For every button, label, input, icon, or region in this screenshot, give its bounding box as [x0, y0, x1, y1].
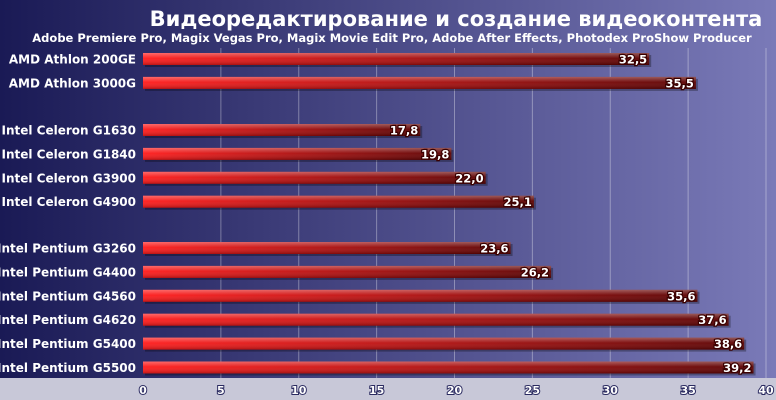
category-label: Intel Celeron G3900 — [1, 171, 136, 185]
bar-highlight — [143, 76, 696, 89]
bar-highlight — [143, 171, 486, 184]
bar-highlight — [143, 124, 421, 136]
bar-highlight — [143, 147, 452, 160]
category-label: Intel Pentium G5400 — [0, 337, 136, 351]
x-tick-label: 35 — [680, 384, 695, 397]
value-label: 22,0 — [455, 171, 483, 185]
category-label: Intel Celeron G1630 — [1, 124, 136, 138]
x-tick-label: 20 — [447, 384, 463, 397]
value-label: 39,2 — [723, 361, 751, 375]
x-tick-label: 15 — [369, 384, 384, 397]
x-tick-label: 0 — [139, 384, 147, 397]
bar-highlight — [143, 195, 534, 208]
x-tick-label: 10 — [291, 384, 307, 397]
bars — [143, 53, 756, 376]
value-label: 32,5 — [619, 53, 647, 67]
value-labels: 32,5 35,5 17,819,8 22,0 25,1 23,6 26,2 35,637,6… — [389, 51, 753, 376]
x-tick-label: 40 — [758, 384, 774, 397]
value-label: 26,2 — [521, 265, 549, 279]
category-label: Intel Pentium G5500 — [0, 361, 136, 375]
value-label: 35,5 — [666, 76, 694, 90]
bar-highlight — [143, 337, 745, 350]
x-tick-label: 5 — [217, 384, 225, 397]
x-tick-label: 30 — [603, 384, 619, 397]
bar-highlight — [143, 242, 511, 254]
category-label: Intel Pentium G3260 — [0, 242, 136, 256]
category-label: AMD Athlon 200GE — [9, 53, 136, 67]
bar-highlight — [143, 53, 650, 65]
value-label: 35,6 — [667, 289, 695, 303]
category-label: Intel Celeron G4900 — [1, 195, 136, 209]
category-label: Intel Celeron G1840 — [1, 147, 136, 161]
chart-subtitle: Adobe Premiere Pro, Magix Vegas Pro, Mag… — [32, 31, 752, 45]
x-axis-band — [0, 378, 776, 400]
value-label: 19,8 — [421, 147, 449, 161]
value-label: 23,6 — [480, 242, 508, 256]
value-label: 38,6 — [714, 337, 742, 351]
bar-highlight — [143, 289, 698, 302]
value-label: 17,8 — [390, 124, 418, 138]
category-label: Intel Pentium G4400 — [0, 265, 136, 279]
category-labels: AMD Athlon 200GE AMD Athlon 3000G Intel Ce… — [0, 53, 136, 376]
category-label: Intel Pentium G4560 — [0, 289, 136, 303]
bar-highlight — [143, 265, 552, 278]
value-label: 37,6 — [698, 313, 726, 327]
category-label: AMD Athlon 3000G — [9, 76, 136, 90]
value-label: 25,1 — [504, 195, 532, 209]
bar-highlight — [143, 313, 729, 326]
bar-highlight — [143, 361, 754, 374]
x-tick-label: 25 — [525, 384, 540, 397]
chart-title: Видеоредактирование и создание видеоконт… — [150, 7, 763, 31]
x-axis-ticks: 0 5 10 15 20 25 30 35 40 — [138, 383, 775, 398]
category-label: Intel Pentium G4620 — [0, 313, 136, 327]
